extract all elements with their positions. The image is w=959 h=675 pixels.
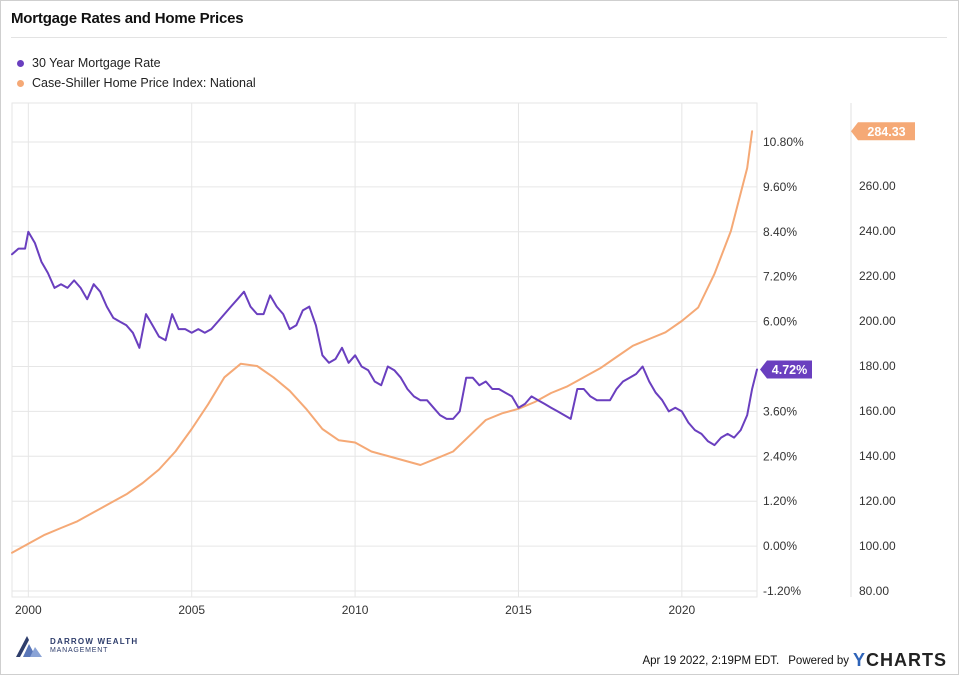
x-axis-tick-label: 2005 [178, 603, 205, 617]
left-axis-tick-label: 10.80% [763, 135, 804, 149]
right-axis-tick-label: 80.00 [859, 584, 889, 598]
mortgage-rate-last-value-flag-label: 4.72% [772, 363, 807, 377]
legend-item-home-price-index[interactable]: Case-Shiller Home Price Index: National [17, 73, 256, 93]
right-axis-tick-label: 120.00 [859, 494, 896, 508]
right-axis-tick-label: 260.00 [859, 179, 896, 193]
left-axis-tick-label: 8.40% [763, 225, 797, 239]
home-price-last-value-flag-label: 284.33 [867, 125, 905, 139]
plot-area [11, 102, 758, 598]
logo-text-line1: DARROW WEALTH [50, 637, 139, 646]
legend-label: 30 Year Mortgage Rate [32, 56, 161, 70]
company-logo: DARROW WEALTH MANAGEMENT [14, 633, 138, 659]
right-axis-tick-label: 180.00 [859, 359, 896, 373]
x-axis-tick-label: 2000 [15, 603, 42, 617]
legend-item-mortgage-rate[interactable]: 30 Year Mortgage Rate [17, 53, 256, 73]
left-axis-tick-label: 0.00% [763, 539, 797, 553]
right-axis-tick-label: 160.00 [859, 404, 896, 418]
right-axis-tick-label: 100.00 [859, 539, 896, 553]
left-axis-tick-label: 3.60% [763, 404, 797, 418]
left-axis-tick-label: 1.20% [763, 494, 797, 508]
x-axis-tick-label: 2010 [342, 603, 369, 617]
home-price-index-line [11, 130, 754, 554]
left-axis-tick-label: -1.20% [763, 584, 801, 598]
right-axis-tick-label: 140.00 [859, 449, 896, 463]
title-divider [11, 37, 947, 38]
logo-mark-icon [16, 636, 42, 657]
x-axis-tick-label: 2020 [668, 603, 695, 617]
logo-text-line2: MANAGEMENT [50, 647, 109, 654]
x-axis-tick-label: 2015 [505, 603, 532, 617]
chart-title: Mortgage Rates and Home Prices [11, 10, 244, 27]
ycharts-logo[interactable]: YCHARTS [852, 650, 947, 670]
timestamp: Apr 19 2022, 2:19PM EDT. [642, 654, 780, 667]
right-axis-tick-label: 220.00 [859, 269, 896, 283]
legend-dot-icon [17, 59, 24, 67]
legend-label: Case-Shiller Home Price Index: National [32, 76, 256, 90]
right-axis-tick-label: 200.00 [859, 314, 896, 328]
left-axis-tick-label: 9.60% [763, 180, 797, 194]
mortgage-rate-line [11, 230, 758, 447]
left-axis-tick-label: 7.20% [763, 270, 797, 284]
right-axis-tick-label: 240.00 [859, 224, 896, 238]
home-price-last-value-flag [851, 122, 915, 141]
mortgage-rate-last-value-flag [760, 360, 812, 379]
powered-by-label: Powered by [788, 654, 849, 667]
legend-dot-icon [17, 79, 24, 87]
left-axis-tick-label: 6.00% [763, 315, 797, 329]
left-axis-tick-label: 2.40% [763, 449, 797, 463]
legend: 30 Year Mortgage Rate Case-Shiller Home … [17, 53, 256, 93]
footer-attribution: Apr 19 2022, 2:19PM EDT. Powered by YCHA… [642, 650, 947, 671]
